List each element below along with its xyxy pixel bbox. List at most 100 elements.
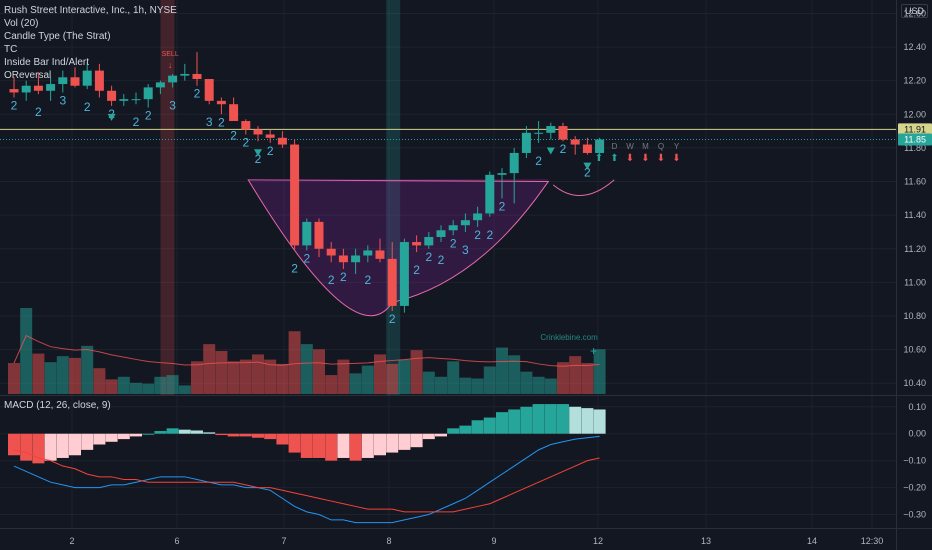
candle-body — [192, 73, 202, 79]
volume-bar — [496, 347, 508, 394]
inside-bar-marker — [583, 162, 592, 170]
time-tick-label: 14 — [807, 536, 817, 546]
macd-histogram-bar — [325, 433, 338, 461]
volume-bar — [191, 361, 203, 394]
candle-body — [570, 139, 580, 145]
volume-bar — [398, 359, 411, 394]
macd-histogram-bar — [581, 408, 594, 434]
time-tick-label: 8 — [386, 536, 391, 546]
candle-body — [546, 126, 556, 133]
price-tick-label: 12.00 — [903, 109, 926, 119]
strat-number: 3 — [206, 115, 213, 129]
indicator-oreversal[interactable]: OReversal — [4, 70, 52, 81]
macd-histogram-bar — [544, 404, 557, 434]
macd-histogram-bar — [44, 433, 57, 461]
price-tick-label: 10.80 — [903, 311, 926, 321]
volume-bar — [252, 354, 264, 394]
strat-number: 2 — [194, 87, 201, 101]
strat-number: 2 — [413, 263, 420, 277]
candle-body — [387, 258, 397, 306]
indicator-inside-bar[interactable]: Inside Bar Ind/Alert — [4, 57, 90, 68]
handle-pattern — [552, 179, 615, 197]
candle-body — [351, 255, 361, 263]
candle-body — [509, 152, 519, 174]
macd-histogram-bar — [8, 433, 20, 456]
macd-histogram-bar — [215, 433, 228, 436]
timeframe-label-m: M — [642, 142, 649, 151]
volume-bar — [56, 356, 69, 394]
down-arrow-icon: ⬇ — [672, 153, 680, 164]
candle-body — [58, 77, 68, 85]
candle-body — [448, 225, 458, 231]
timeframe-label-y: Y — [674, 142, 680, 151]
currency-badge[interactable]: USD — [900, 4, 928, 18]
indicator-candle-type[interactable]: Candle Type (The Strat) — [4, 31, 111, 42]
candle-body — [82, 70, 92, 86]
volume-bar — [32, 353, 45, 394]
volume-bar — [276, 363, 289, 394]
candle-body — [436, 230, 446, 237]
macd-line — [13, 435, 600, 524]
candle-body — [473, 213, 483, 221]
volume-bar — [557, 362, 569, 394]
price-tick-label: 12.20 — [903, 76, 926, 86]
volume-bar — [410, 350, 423, 394]
strat-number: 2 — [535, 154, 542, 168]
volume-bar — [361, 365, 374, 394]
macd-histogram-bar — [483, 417, 496, 434]
strat-number: 2 — [218, 115, 225, 129]
macd-tick-label: −0.30 — [903, 510, 926, 520]
macd-legend[interactable]: MACD (12, 26, close, 9) — [4, 400, 111, 411]
macd-histogram-bar — [142, 433, 155, 435]
candle-body — [412, 242, 422, 246]
time-tick-label: 2 — [69, 536, 74, 546]
strat-number: 2 — [255, 152, 262, 166]
volume-bar — [239, 359, 252, 394]
price-tick-label: 11.20 — [904, 244, 926, 254]
strat-number: 2 — [486, 228, 493, 242]
volume-bar — [544, 378, 557, 394]
candle-body — [314, 221, 324, 249]
candle-body — [180, 73, 190, 76]
macd-histogram-bar — [203, 432, 216, 434]
inside-bar-marker — [107, 113, 116, 121]
macd-histogram-bar — [435, 433, 447, 437]
volume-bar — [581, 363, 594, 394]
candle-body — [338, 255, 348, 263]
time-tick-label: 7 — [281, 536, 286, 546]
macd-histogram-bar — [361, 433, 374, 458]
volume-bar — [447, 361, 460, 394]
volume-bar — [532, 376, 545, 394]
indicator-volume[interactable]: Vol (20) — [4, 18, 39, 29]
strat-number: 2 — [499, 199, 506, 213]
candle-body — [253, 129, 263, 135]
indicator-tc[interactable]: TC — [4, 44, 18, 55]
strat-number: 2 — [242, 135, 249, 149]
price-tick-label: 11.40 — [904, 210, 926, 220]
candle-body — [21, 85, 31, 93]
candle-body — [497, 173, 507, 175]
up-arrow-icon: ⬆ — [610, 153, 618, 164]
volume-bar — [300, 344, 313, 394]
macd-histogram-bar — [532, 404, 545, 434]
strat-number: 2 — [11, 98, 18, 112]
candle-body — [107, 90, 117, 101]
volume-bar — [203, 344, 216, 394]
symbol-title[interactable]: Rush Street Interactive, Inc., 1h, NYSE — [4, 5, 177, 16]
price-badge-label: 11.91 — [904, 124, 926, 134]
candle-body — [33, 85, 43, 91]
macd-histogram-bar — [300, 433, 313, 458]
candle-body — [46, 84, 56, 91]
volume-bar — [8, 363, 20, 394]
volume-bar — [435, 376, 447, 394]
macd-histogram-bar — [508, 409, 521, 434]
volume-bar — [20, 308, 33, 394]
macd-histogram-bar — [117, 433, 130, 440]
volume-bar — [264, 359, 277, 394]
strat-number: 2 — [584, 166, 591, 180]
volume-bar — [178, 385, 191, 394]
price-tick-label: 11.00 — [904, 277, 926, 287]
macd-histogram-bar — [569, 406, 582, 434]
strat-number: 2 — [425, 250, 432, 264]
